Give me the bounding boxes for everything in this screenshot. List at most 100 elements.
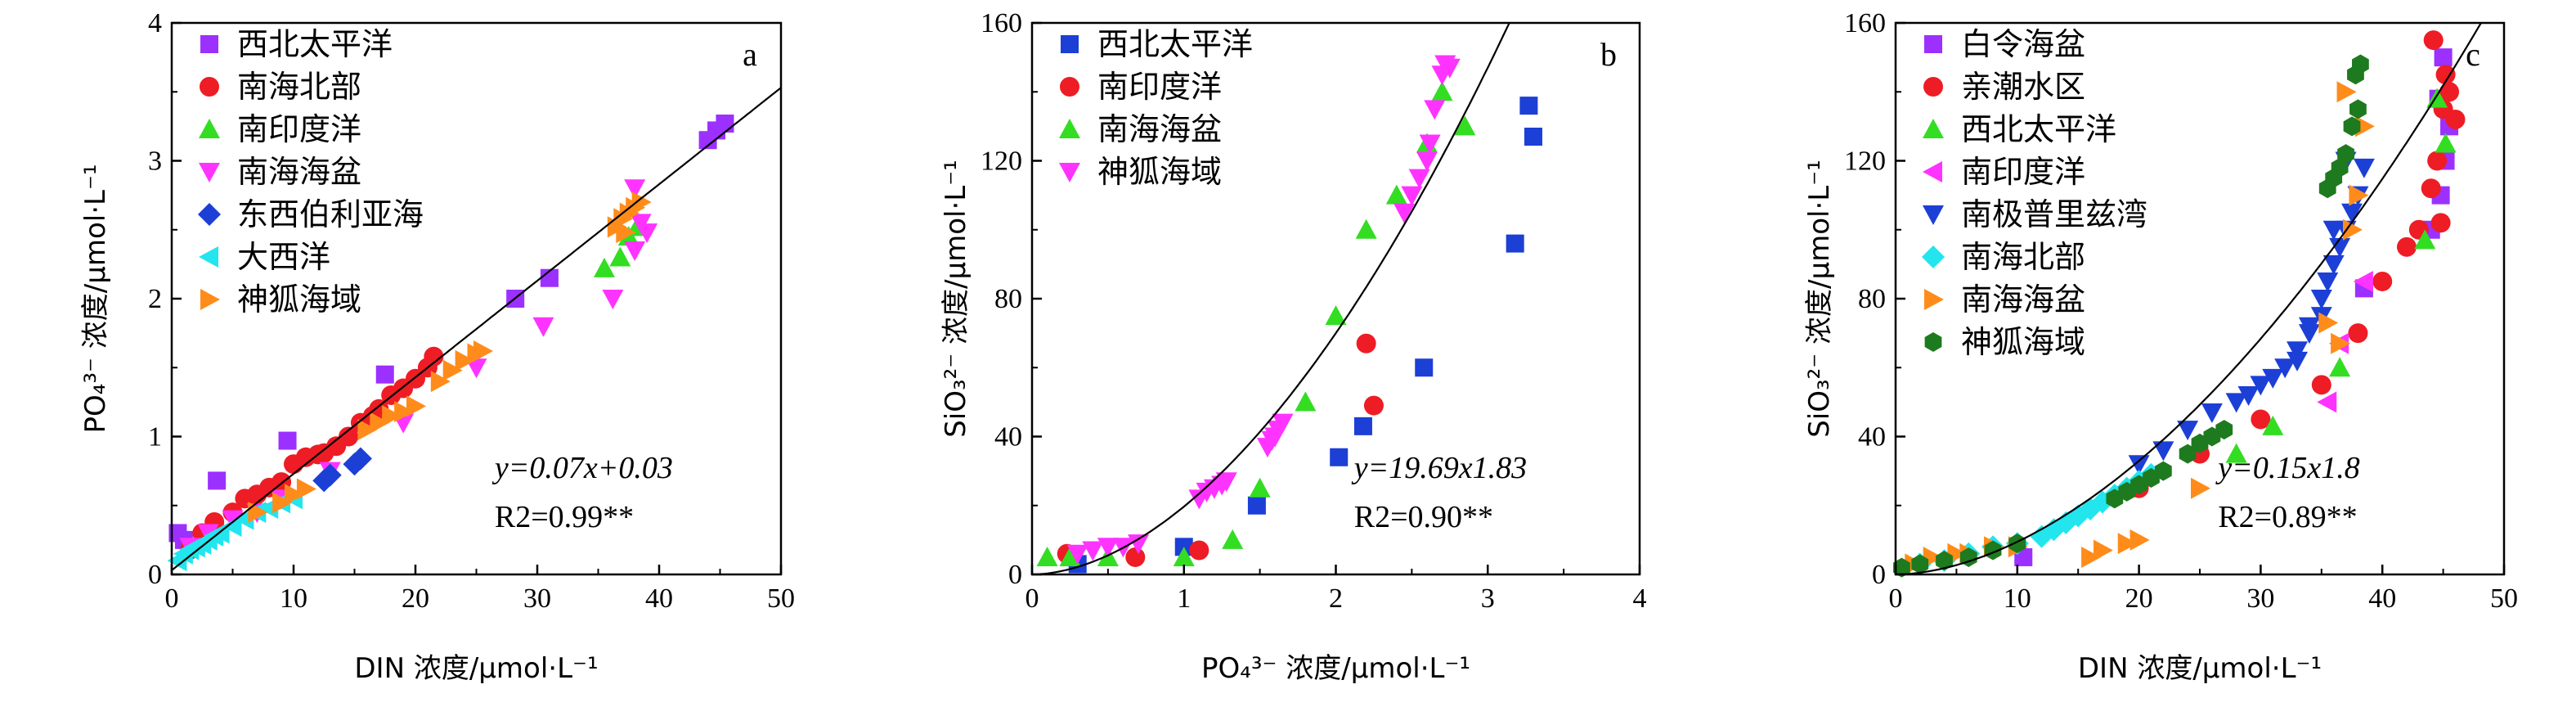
data-point-7-19 (2343, 116, 2361, 137)
legend-marker (1922, 245, 1945, 268)
data-point-3-18 (1416, 151, 1438, 172)
data-point-1-9 (2427, 151, 2448, 171)
data-point-2-9 (1385, 184, 1407, 205)
data-point-3-2 (2353, 270, 2373, 292)
legend-entry: 南海海盆 (1961, 281, 2085, 317)
legend-marker (200, 35, 218, 53)
plot-frame (1030, 21, 1641, 576)
x-tick-label: 3 (1481, 583, 1495, 614)
data-point-3-4 (1128, 534, 1150, 555)
data-point-4-6 (2250, 376, 2272, 396)
data-point-3-17 (1408, 169, 1430, 189)
y-tick-label: 160 (1844, 8, 1886, 38)
data-point-6-5 (370, 412, 390, 434)
data-point-2-3 (1173, 546, 1195, 566)
data-point-2-6 (1295, 391, 1317, 412)
data-point-1-12 (339, 426, 359, 447)
fit-line (1896, 23, 2483, 574)
data-point-0-5 (540, 268, 559, 287)
markers (1036, 55, 1542, 574)
fit-r2: R2=0.90** (1354, 500, 1493, 534)
data-point-2-2 (2329, 357, 2351, 377)
data-point-4-20 (2298, 324, 2320, 344)
legend-entry: 白令海盆 (1961, 26, 2085, 62)
data-point-6-15 (2354, 115, 2375, 137)
data-point-6-14 (2349, 184, 2369, 206)
legend-marker (199, 163, 220, 182)
legend-marker (199, 119, 220, 138)
legend-entry: 神狐海域 (237, 281, 361, 317)
markers (167, 115, 734, 572)
data-point-4-4 (2225, 393, 2247, 413)
x-tick-label: 10 (2004, 583, 2031, 614)
data-point-1-4 (1363, 395, 1384, 416)
legend-marker (1924, 289, 1944, 310)
data-point-6-2 (285, 484, 304, 506)
data-point-2-0 (1036, 546, 1058, 566)
legend-marker (200, 77, 219, 97)
data-point-3-7 (465, 358, 487, 379)
data-point-7-10 (2154, 461, 2172, 481)
x-tick-label: 40 (2368, 583, 2396, 614)
data-point-2-5 (2435, 133, 2457, 153)
x-tick-label: 30 (523, 583, 551, 614)
data-point-2-8 (1355, 218, 1377, 239)
data-point-7-18 (2337, 144, 2354, 164)
x-tick-label: 20 (402, 583, 429, 614)
x-tick-label: 10 (280, 583, 307, 614)
data-point-3-0 (2317, 391, 2337, 413)
data-point-6-9 (430, 371, 451, 393)
legend-entry: 南极普里兹湾 (1961, 196, 2147, 232)
data-point-2-11 (1431, 81, 1453, 101)
legend-marker (1060, 77, 1079, 97)
data-point-3-12 (636, 223, 658, 244)
data-point-6-11 (455, 349, 475, 372)
data-point-1-2 (2251, 409, 2271, 430)
panel-a: 0 10 20 30 40 50 0 1 2 3 4 DIN 浓度/μmol·L⁻¹ PO₄³⁻ 浓度/… (79, 8, 795, 685)
data-point-7-20 (2349, 99, 2367, 119)
markers (1893, 30, 2466, 578)
data-point-6-10 (2191, 477, 2210, 499)
data-point-6-13 (2343, 218, 2363, 241)
data-point-7-2 (1936, 551, 1953, 571)
data-point-6-16 (2336, 81, 2357, 103)
data-point-2-7 (1325, 305, 1347, 326)
data-point-4-2 (2177, 421, 2199, 441)
legend-marker (198, 203, 221, 226)
data-point-4-3 (348, 447, 372, 471)
data-point-4-14 (2329, 237, 2351, 258)
y-tick-label: 40 (994, 422, 1022, 453)
y-tick-label: 80 (994, 284, 1022, 314)
legend-entry: 南印度洋 (1097, 69, 1222, 105)
legend-marker (1061, 35, 1079, 53)
data-point-1-3 (1356, 333, 1376, 354)
fit-line (1032, 23, 1510, 574)
data-point-3-15 (1393, 203, 1416, 223)
data-point-0-1 (208, 471, 227, 490)
legend-entry: 南海北部 (237, 69, 361, 105)
data-point-3-1 (1082, 541, 1104, 561)
legend-marker (200, 289, 220, 310)
data-point-1-8 (2421, 178, 2441, 199)
x-axis-label: DIN 浓度/μmol·L⁻¹ (354, 652, 598, 685)
data-point-7-5 (2008, 534, 2026, 554)
data-point-0-8 (1524, 128, 1542, 146)
data-point-3-2 (222, 510, 244, 530)
fit-equation: y=19.69x1.83 (1351, 451, 1527, 485)
data-point-7-17 (2331, 157, 2349, 178)
legend-entry: 神狐海域 (1097, 154, 1222, 190)
fit-r2: R2=0.99** (495, 500, 634, 534)
data-point-4-13 (2322, 254, 2345, 275)
data-point-1-3 (2311, 375, 2331, 395)
x-tick-label: 50 (2490, 583, 2518, 614)
x-tick-label: 40 (645, 583, 673, 614)
data-point-4-5 (2237, 385, 2260, 406)
data-point-0-2 (1247, 496, 1266, 515)
data-point-3-2 (1097, 538, 1119, 558)
data-point-2-1 (1059, 546, 1081, 566)
data-point-3-19 (1419, 134, 1441, 155)
data-point-2-1 (609, 246, 631, 267)
data-point-1-11 (2439, 82, 2460, 102)
